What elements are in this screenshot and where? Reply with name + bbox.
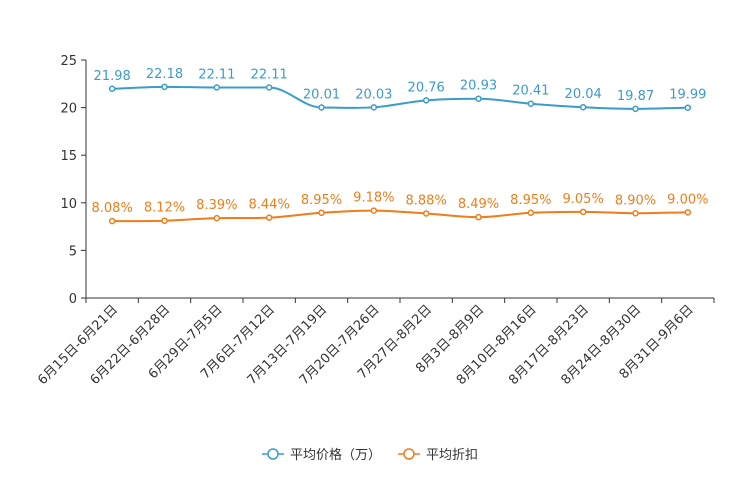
data-point[interactable] (108, 85, 116, 93)
legend-label: 平均价格（万） (290, 447, 381, 463)
data-label: 21.98 (94, 69, 131, 84)
data-label: 22.11 (198, 68, 235, 83)
data-point[interactable] (422, 210, 430, 217)
data-point[interactable] (265, 84, 273, 91)
data-point[interactable] (632, 210, 639, 217)
data-point[interactable] (475, 95, 482, 102)
y-tick-label: 5 (69, 244, 77, 259)
data-point[interactable] (213, 214, 221, 222)
data-label: 8.44% (249, 198, 290, 213)
data-label: 8.90% (615, 193, 656, 208)
data-point[interactable] (213, 84, 221, 91)
data-label: 20.03 (355, 87, 392, 102)
chart-legend: 平均价格（万） 平均折扣 (262, 447, 478, 463)
data-point[interactable] (579, 208, 587, 216)
data-label: 22.11 (251, 68, 288, 83)
data-label: 19.87 (617, 89, 654, 104)
series-line (112, 85, 688, 110)
data-label: 9.00% (667, 192, 708, 207)
data-point[interactable] (318, 104, 325, 111)
data-label: 9.05% (563, 192, 604, 207)
data-label: 9.18% (353, 191, 394, 206)
data-point[interactable] (422, 97, 430, 104)
data-point[interactable] (161, 217, 168, 224)
data-point[interactable] (108, 217, 116, 225)
data-label: 22.18 (146, 67, 183, 82)
data-point[interactable] (632, 105, 639, 113)
data-point[interactable] (318, 209, 325, 217)
data-label: 8.39% (196, 198, 237, 213)
data-point[interactable] (527, 100, 535, 107)
y-tick-label: 20 (60, 102, 77, 117)
data-label: 8.95% (301, 193, 342, 208)
data-label: 8.95% (510, 193, 551, 208)
data-point[interactable] (370, 104, 378, 111)
data-label: 19.99 (669, 88, 706, 103)
data-label: 8.49% (458, 197, 499, 212)
chart-series: 21.98 22.18 22.11 22.11 20.01 20.03 20.76 20.93… (92, 67, 708, 225)
legend-circle-marker (267, 448, 279, 460)
series-avg-price: 21.98 22.18 22.11 22.11 20.01 20.03 20.76 20.93… (94, 67, 706, 113)
data-label: 8.08% (92, 201, 133, 216)
series-line (112, 209, 688, 223)
data-label: 20.01 (303, 88, 340, 103)
data-point[interactable] (579, 103, 587, 111)
y-tick-label: 15 (60, 149, 77, 164)
legend-item-avg-price[interactable]: 平均价格（万） (262, 447, 381, 463)
data-point[interactable] (475, 213, 482, 221)
data-point[interactable] (684, 104, 692, 111)
series-avg-discount: 8.08% 8.12% 8.39% 8.44% 8.95% 9.18% 8.88% 8.49%… (92, 191, 708, 225)
legend-circle-marker (403, 448, 415, 460)
data-point[interactable] (265, 214, 273, 221)
data-label: 20.41 (512, 84, 549, 99)
y-tick-label: 0 (69, 292, 77, 307)
y-tick-label: 25 (60, 54, 77, 69)
data-point[interactable] (527, 209, 535, 217)
data-point[interactable] (161, 83, 168, 91)
data-label: 20.76 (408, 80, 445, 95)
y-tick-label: 10 (60, 197, 77, 212)
data-point[interactable] (370, 207, 378, 214)
data-label: 20.04 (565, 87, 602, 102)
legend-label: 平均折扣 (426, 448, 478, 463)
data-label: 8.12% (144, 201, 185, 216)
data-label: 8.88% (406, 193, 447, 208)
legend-item-avg-discount[interactable]: 平均折扣 (398, 448, 478, 463)
data-label: 20.93 (460, 79, 497, 94)
data-point[interactable] (684, 209, 692, 216)
